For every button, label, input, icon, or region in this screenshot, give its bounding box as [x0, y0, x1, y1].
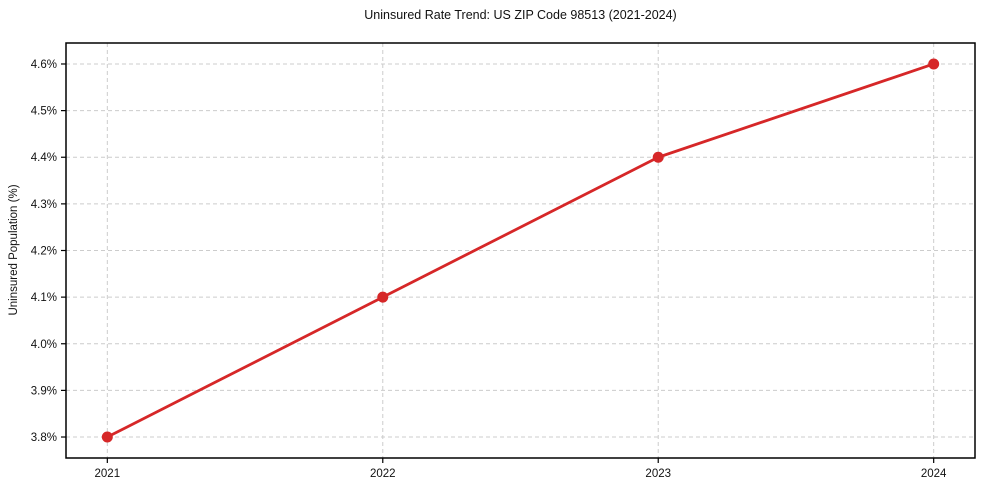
- data-point-marker: [377, 291, 389, 303]
- y-tick-label: 4.4%: [31, 152, 57, 164]
- x-tick-label: 2023: [645, 468, 671, 480]
- x-tick-label: 2024: [921, 468, 947, 480]
- y-tick-label: 4.0%: [31, 339, 57, 351]
- y-tick-label: 4.5%: [31, 106, 57, 118]
- x-tick-label: 2021: [95, 468, 121, 480]
- y-tick-label: 3.8%: [31, 432, 57, 444]
- data-point-marker: [928, 58, 940, 70]
- y-tick-label: 4.1%: [31, 292, 57, 304]
- y-tick-label: 3.9%: [31, 385, 57, 397]
- y-tick-label: 4.6%: [31, 59, 57, 71]
- data-point-marker: [101, 431, 113, 443]
- chart-title: Uninsured Rate Trend: US ZIP Code 98513 …: [364, 8, 677, 22]
- y-tick-label: 4.3%: [31, 199, 57, 211]
- trend-line: [105, 62, 936, 439]
- y-tick-label: 4.2%: [31, 246, 57, 258]
- data-point-marker: [652, 151, 664, 163]
- x-tick-label: 2022: [370, 468, 396, 480]
